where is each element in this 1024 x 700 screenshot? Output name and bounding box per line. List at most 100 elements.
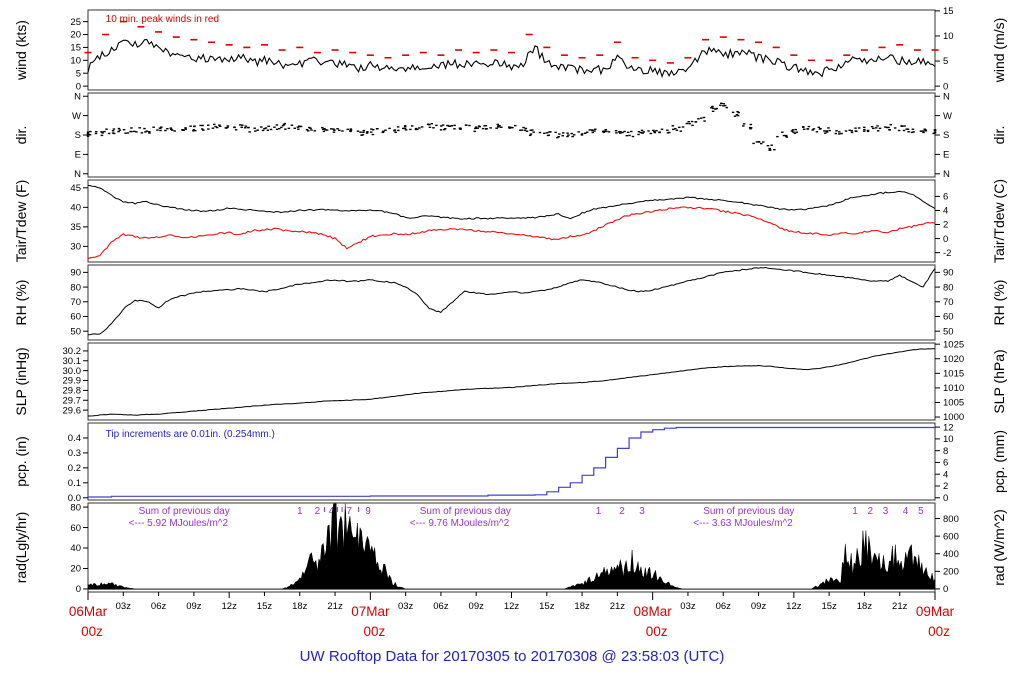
wind-direction-deg-dot [637, 133, 640, 136]
wind-direction-deg-dot [628, 134, 631, 137]
wind-direction-deg-dot [556, 136, 559, 139]
wind-direction-deg-dot [782, 134, 786, 137]
wind-direction-deg-dot [241, 124, 244, 126]
wind-direction-deg-dot [711, 105, 714, 108]
wind-direction-deg-dot [170, 129, 174, 131]
wind-direction-deg-dot [218, 125, 222, 127]
wind-direction-deg-dot [671, 128, 675, 131]
wind-direction-deg-dot [287, 127, 291, 130]
wind-direction-deg-dot [762, 141, 765, 143]
wind-direction-deg-dot [159, 129, 162, 132]
wind-direction-deg-dot [133, 130, 136, 133]
wind-direction-deg-dot [234, 129, 238, 131]
wind-direction-deg-dot [878, 127, 882, 130]
dir-right-axis-title: dir. [991, 126, 1007, 145]
wind-direction-deg-dot [768, 149, 772, 151]
x-axis-hour-label: 09z [186, 601, 202, 612]
wind-direction-deg-dot [94, 132, 98, 135]
wind-direction-deg-dot [169, 127, 173, 129]
wind-direction-deg-dot [749, 128, 752, 130]
wind-direction-deg-dot [742, 125, 745, 127]
radiation-right-tick-label: 0 [943, 584, 948, 595]
wind-direction-deg-dot [296, 126, 300, 128]
wind-direction-deg-dot [630, 130, 633, 133]
x-axis-hour-label: 09z [751, 601, 767, 612]
wind-direction-deg-dot [240, 126, 243, 129]
wind-direction-deg-dot [403, 125, 407, 128]
wind-direction-deg-dot [577, 131, 580, 133]
wind-direction-deg-dot [446, 124, 449, 127]
wind-direction-deg-dot [426, 123, 430, 125]
wind-direction-deg-dot [322, 130, 326, 133]
rad-sum-annotation-line1: Sum of previous day [703, 506, 794, 517]
wind-direction-deg-dot [691, 124, 694, 127]
wind-direction-deg-dot [474, 126, 478, 128]
wind-direction-deg-dot [513, 124, 517, 127]
figure-title: UW Rooftop Data for 20170305 to 20170308… [299, 648, 725, 665]
wind-direction-deg-dot [911, 128, 915, 130]
wind-direction-deg-dot [361, 134, 365, 136]
wind-direction-deg-dot [637, 130, 641, 133]
wind-mean-kts-trace [87, 38, 936, 79]
wind-direction-deg-dot [225, 127, 228, 129]
slp-right-tick-label: 1010 [943, 383, 964, 394]
precipitation-right-tick-label: 8 [943, 446, 948, 457]
wind-direction-deg-dot [621, 131, 624, 134]
x-axis-hour-label: 03z [680, 601, 696, 612]
wind-direction-deg-dot [260, 126, 263, 128]
wind-direction-deg-dot [325, 129, 329, 131]
wind-direction-deg-dot [362, 131, 365, 133]
wind-direction-deg-dot [418, 127, 421, 129]
wind-direction-deg-dot [202, 129, 205, 131]
wind-direction-deg-dot [349, 129, 353, 131]
wind-direction-deg-dot [623, 130, 626, 133]
wind-direction-deg-dot [723, 104, 727, 107]
x-axis-hour-label: 03z [398, 601, 414, 612]
wind-direction-deg-dot [313, 130, 317, 132]
wind-direction-deg-dot [781, 131, 784, 133]
slp-left-tick-label: 30.2 [63, 346, 82, 357]
wind-direction-deg-dot [601, 130, 605, 133]
wind-direction-deg-dot [806, 128, 809, 130]
wind-right-tick-label: 10 [943, 31, 954, 42]
precipitation-right-tick-label: 4 [943, 469, 948, 480]
wind-direction-deg-dot [394, 131, 397, 134]
wind-direction-deg-dot [481, 127, 485, 130]
wind-direction-deg-dot [233, 126, 236, 128]
x-axis-day-sublabel: 00z [928, 624, 950, 639]
wind-direction-deg-dot [776, 135, 779, 138]
wind-direction-deg-dot [529, 133, 533, 135]
wind-direction-deg-dot [604, 129, 608, 131]
wind-direction-deg-dot [652, 129, 655, 132]
wind-direction-deg-dot [124, 132, 127, 134]
wind-direction-deg-dot [906, 128, 910, 130]
wind-direction-deg-dot [607, 131, 611, 133]
wind-direction-deg-dot [785, 136, 789, 138]
dir-right-tick-label: W [943, 111, 952, 122]
wind-direction-deg-dot [699, 117, 703, 119]
wind-direction-deg-dot [370, 128, 373, 130]
wind-direction-deg-dot [360, 134, 363, 136]
wind-direction-deg-dot [791, 129, 795, 131]
wind-direction-deg-dot [703, 120, 706, 122]
wind-direction-deg-dot [641, 132, 644, 134]
wind-direction-deg-dot [687, 120, 690, 123]
wind-direction-deg-dot [790, 130, 794, 132]
wind-direction-deg-dot [404, 129, 408, 131]
wind-direction-deg-dot [834, 132, 838, 135]
wind-direction-deg-dot [679, 130, 683, 132]
wind-direction-deg-dot [884, 126, 887, 128]
temperature-left-tick-label: 30 [70, 242, 81, 253]
wind-direction-deg-dot [86, 133, 90, 136]
wind-direction-deg-dot [619, 132, 622, 134]
precip-accum-in-trace [87, 426, 935, 498]
rad-mj-marker-label: 7 [346, 506, 352, 517]
wind-direction-deg-dot [207, 128, 210, 130]
wind-direction-deg-dot [736, 110, 739, 113]
wind-direction-deg-dot [299, 125, 303, 128]
wind-direction-deg-dot [546, 134, 550, 137]
wind-direction-deg-dot [307, 130, 310, 132]
wind-direction-deg-dot [510, 126, 514, 129]
radiation-right-tick-label: 200 [943, 567, 959, 578]
wind-direction-deg-dot [604, 130, 608, 133]
